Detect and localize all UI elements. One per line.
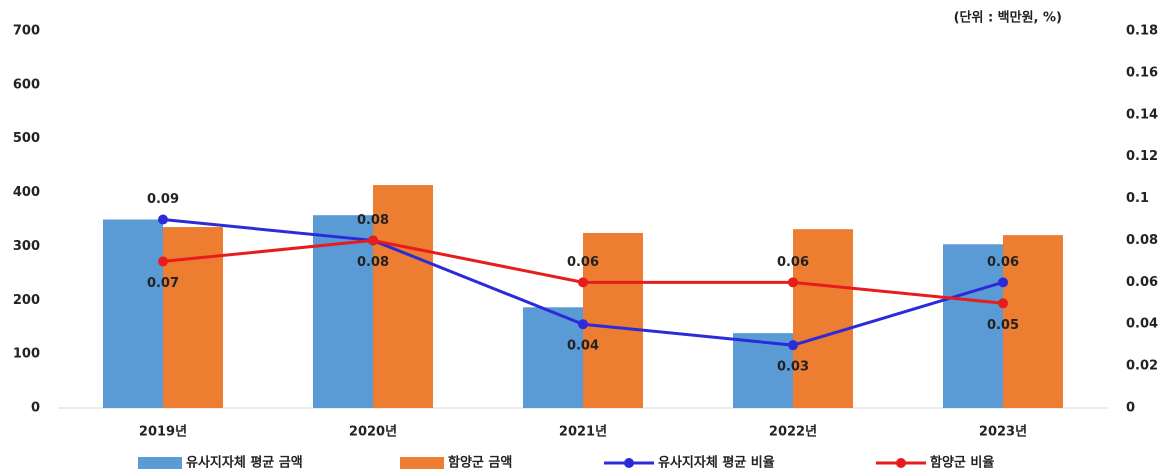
- legend-label: 함양군 금액: [448, 455, 512, 471]
- x-tick-label: 2019년: [139, 425, 187, 440]
- bar: [103, 219, 163, 408]
- line-point: [368, 235, 378, 246]
- legend-label: 유사지자체 평균 금액: [186, 455, 303, 471]
- y2-tick-label: 0.16: [1126, 65, 1158, 80]
- bar: [793, 229, 853, 408]
- y-tick-label: 200: [13, 293, 40, 308]
- legend-label: 유사지자체 평균 비율: [658, 455, 775, 471]
- line-point: [998, 298, 1008, 309]
- y2-tick-label: 0.18: [1126, 24, 1158, 39]
- x-tick-label: 2023년: [979, 425, 1027, 440]
- data-label: 0.09: [147, 192, 179, 207]
- line-point: [158, 256, 168, 267]
- line-point: [158, 214, 168, 225]
- y-tick-label: 700: [13, 24, 40, 39]
- bar: [523, 307, 583, 408]
- data-label: 0.08: [357, 255, 389, 270]
- y2-tick-label: 0.08: [1126, 233, 1158, 248]
- legend-swatch: [400, 457, 444, 469]
- x-tick-label: 2020년: [349, 425, 397, 440]
- bar: [943, 244, 1003, 408]
- bar: [583, 232, 643, 408]
- data-label: 0.04: [567, 339, 599, 354]
- unit-annotation: (단위 : 백만원, %): [954, 10, 1062, 26]
- bar: [1003, 235, 1063, 408]
- y-tick-label: 100: [13, 347, 40, 362]
- bar: [313, 215, 373, 408]
- legend-swatch-point: [624, 458, 634, 468]
- legend-swatch-point: [896, 458, 906, 468]
- x-tick-label: 2021년: [559, 425, 607, 440]
- data-label: 0.06: [777, 255, 809, 270]
- line-point: [788, 340, 798, 351]
- data-label: 0.07: [147, 276, 179, 291]
- y-tick-label: 600: [13, 77, 40, 92]
- data-label: 0.05: [987, 318, 1019, 333]
- data-label: 0.06: [567, 255, 599, 270]
- line-point: [578, 319, 588, 330]
- y2-tick-label: 0.04: [1126, 317, 1158, 332]
- legend-swatch: [138, 457, 182, 469]
- data-label: 0.08: [357, 213, 389, 228]
- data-label: 0.03: [777, 360, 809, 375]
- y2-tick-label: 0.14: [1126, 107, 1158, 122]
- bar: [373, 185, 433, 408]
- y-tick-label: 0: [31, 401, 40, 416]
- data-label: 0.06: [987, 255, 1019, 270]
- bar: [163, 227, 223, 408]
- y-tick-label: 400: [13, 185, 40, 200]
- x-tick-label: 2022년: [769, 425, 817, 440]
- y2-tick-label: 0: [1126, 401, 1135, 416]
- line-point: [788, 277, 798, 288]
- line-point: [578, 277, 588, 288]
- y2-tick-label: 0.1: [1126, 191, 1149, 206]
- y2-tick-label: 0.02: [1126, 359, 1158, 374]
- y2-tick-label: 0.12: [1126, 149, 1158, 164]
- y2-tick-label: 0.06: [1126, 275, 1158, 290]
- line-point: [998, 277, 1008, 288]
- y-tick-label: 500: [13, 131, 40, 146]
- y-tick-label: 300: [13, 239, 40, 254]
- legend-label: 함양군 비율: [930, 455, 994, 471]
